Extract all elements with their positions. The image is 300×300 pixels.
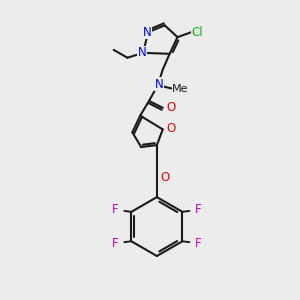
Text: F: F xyxy=(112,203,119,216)
Text: O: O xyxy=(166,101,175,114)
Text: N: N xyxy=(154,78,163,91)
Text: N: N xyxy=(138,46,146,59)
Text: O: O xyxy=(160,171,169,184)
Text: F: F xyxy=(195,237,201,250)
Text: F: F xyxy=(112,237,119,250)
Text: N: N xyxy=(143,26,152,39)
Text: O: O xyxy=(166,122,175,135)
Text: F: F xyxy=(195,203,201,216)
Text: Cl: Cl xyxy=(191,26,203,39)
Text: Me: Me xyxy=(172,84,189,94)
